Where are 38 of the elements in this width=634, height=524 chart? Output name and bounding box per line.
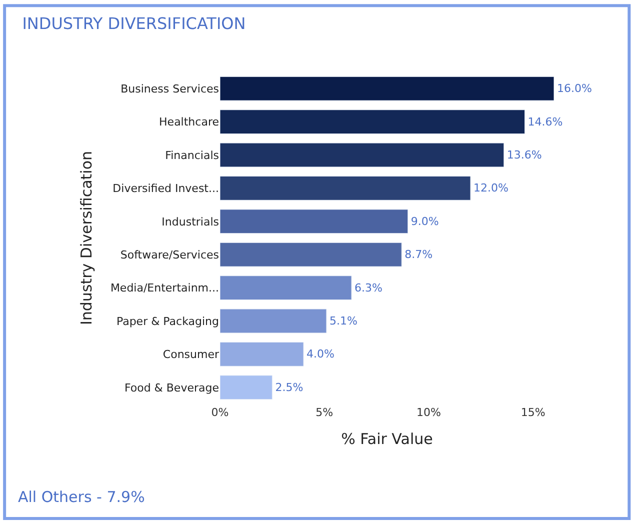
y-tick-label: Food & Beverage	[124, 381, 220, 394]
bar	[220, 142, 504, 168]
data-label: 6.3%	[354, 281, 382, 294]
y-tick-label: Media/Entertainm...	[110, 282, 219, 295]
data-label: 8.7%	[404, 248, 433, 262]
bar	[220, 375, 272, 400]
y-tick-label: Financials	[165, 148, 220, 162]
y-tick-label: Software/Services	[120, 248, 220, 262]
data-label: 16.0%	[557, 82, 592, 96]
x-tick-label: 10%	[416, 406, 441, 419]
bar	[220, 76, 554, 101]
data-label: 5.1%	[329, 314, 358, 328]
x-tick-label: 5%	[316, 406, 334, 419]
data-label: 2.5%	[275, 380, 304, 394]
bar	[220, 342, 304, 366]
x-axis-title: % Fair Value	[341, 430, 433, 448]
y-tick-label: Business Services	[120, 82, 220, 96]
y-axis-title: Industry Diversification	[78, 150, 96, 326]
data-label: 14.6%	[528, 115, 563, 128]
chart-title: INDUSTRY DIVERSIFICATION	[22, 14, 246, 34]
data-label: 4.0%	[306, 348, 334, 361]
y-tick-label: Diversified Invest...	[112, 182, 219, 196]
x-tick-label: 0%	[211, 406, 229, 419]
bar	[220, 308, 327, 334]
bar	[220, 110, 526, 134]
y-tick-label: Paper & Packaging	[116, 314, 219, 328]
bar	[220, 276, 352, 300]
y-tick-label: Industrials	[162, 215, 220, 228]
x-tick-label: 15%	[520, 406, 546, 419]
text: All Others - 7.9%	[18, 488, 145, 506]
data-label: 9.0%	[410, 214, 439, 228]
y-tick-label: Healthcare	[159, 116, 220, 129]
bar	[220, 176, 471, 200]
bar	[220, 209, 408, 234]
data-label: 12.0%	[474, 182, 508, 195]
data-label: 13.6%	[506, 148, 542, 162]
y-tick-label: Consumer	[162, 348, 220, 362]
bar	[220, 242, 402, 267]
